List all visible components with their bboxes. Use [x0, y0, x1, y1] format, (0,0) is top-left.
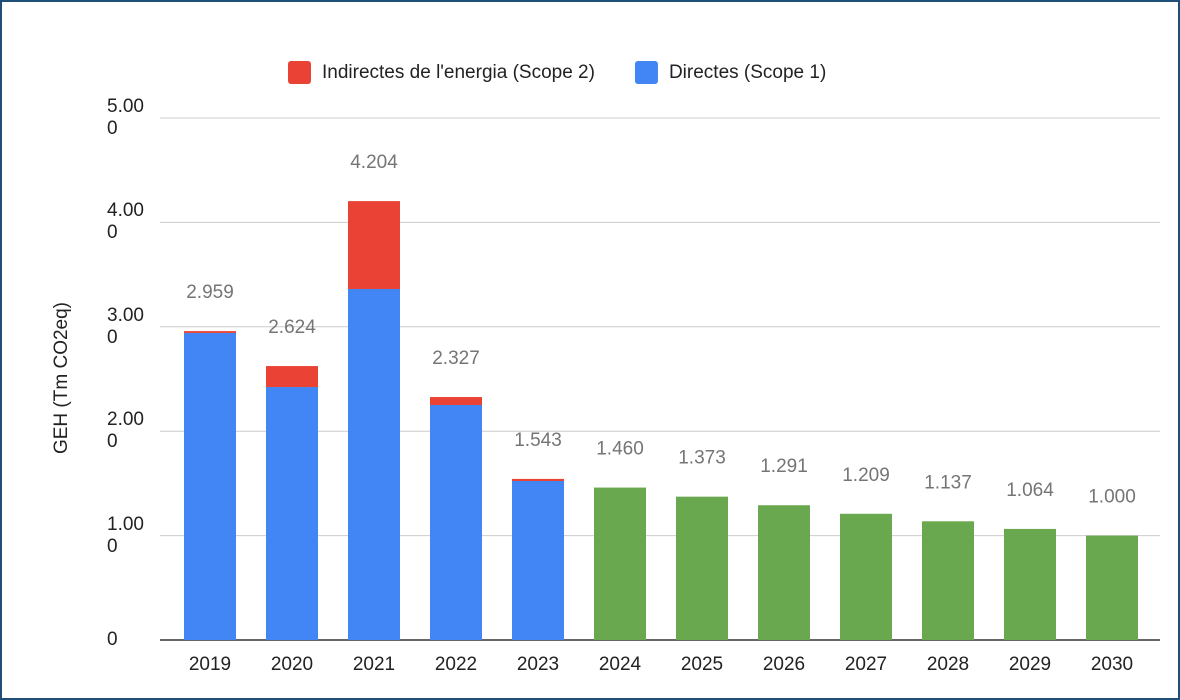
total-label: 4.204	[350, 152, 398, 173]
legend-label: Directes (Scope 1)	[669, 62, 826, 83]
total-label: 2.624	[268, 317, 316, 338]
total-label: 2.327	[432, 348, 480, 369]
bar-segment	[348, 201, 400, 290]
x-tick-label: 2028	[927, 654, 969, 675]
y-tick-label: 3.000	[107, 304, 144, 348]
bar-segment	[184, 331, 236, 333]
total-label: 1.460	[596, 439, 644, 460]
x-tick-label: 2026	[763, 654, 805, 675]
bar-segment	[758, 505, 810, 640]
bar-segment	[594, 487, 646, 640]
bar-segment	[430, 397, 482, 405]
bar-segment	[922, 521, 974, 640]
x-tick-label: 2022	[435, 654, 477, 675]
bar-segment	[676, 496, 728, 640]
total-label: 2.959	[186, 282, 234, 303]
x-tick-label: 2027	[845, 654, 887, 675]
bar-segment	[266, 366, 318, 388]
x-tick-label: 2019	[189, 654, 231, 675]
x-tick-label: 2029	[1009, 654, 1051, 675]
x-tick-label: 2024	[599, 654, 642, 675]
total-label: 1.209	[842, 465, 890, 486]
total-label: 1.291	[760, 456, 808, 477]
legend-swatch	[634, 61, 658, 84]
y-tick-label: 2.000	[107, 409, 144, 453]
y-axis-title: GEH (Tm CO2eq)	[51, 302, 72, 454]
bar-segment	[266, 387, 318, 640]
bar-segment	[430, 404, 482, 640]
y-tick-label: 0	[107, 629, 118, 650]
bar-segment	[512, 478, 564, 481]
bar-segment	[512, 480, 564, 640]
total-label: 1.064	[1006, 480, 1054, 501]
x-tick-label: 2025	[681, 654, 723, 675]
total-label: 1.373	[678, 448, 726, 469]
y-tick-label: 4.000	[107, 200, 144, 244]
bar-segment	[1004, 528, 1056, 640]
bar-segment	[1086, 535, 1138, 640]
x-tick-label: 2021	[353, 654, 395, 675]
y-tick-label: 1.000	[107, 513, 144, 557]
x-tick-label: 2030	[1091, 654, 1133, 675]
total-label: 1.000	[1088, 487, 1136, 508]
y-tick-label: 5.000	[107, 96, 144, 139]
bar-segment	[840, 513, 892, 640]
total-label: 1.543	[514, 430, 562, 451]
legend-label: Indirectes de l'energia (Scope 2)	[322, 62, 595, 83]
legend-swatch	[288, 61, 311, 84]
x-tick-label: 2020	[271, 654, 313, 675]
total-label: 1.137	[924, 472, 972, 493]
bar-segment	[184, 332, 236, 640]
bar-segment	[348, 289, 400, 640]
x-tick-label: 2023	[517, 654, 559, 675]
